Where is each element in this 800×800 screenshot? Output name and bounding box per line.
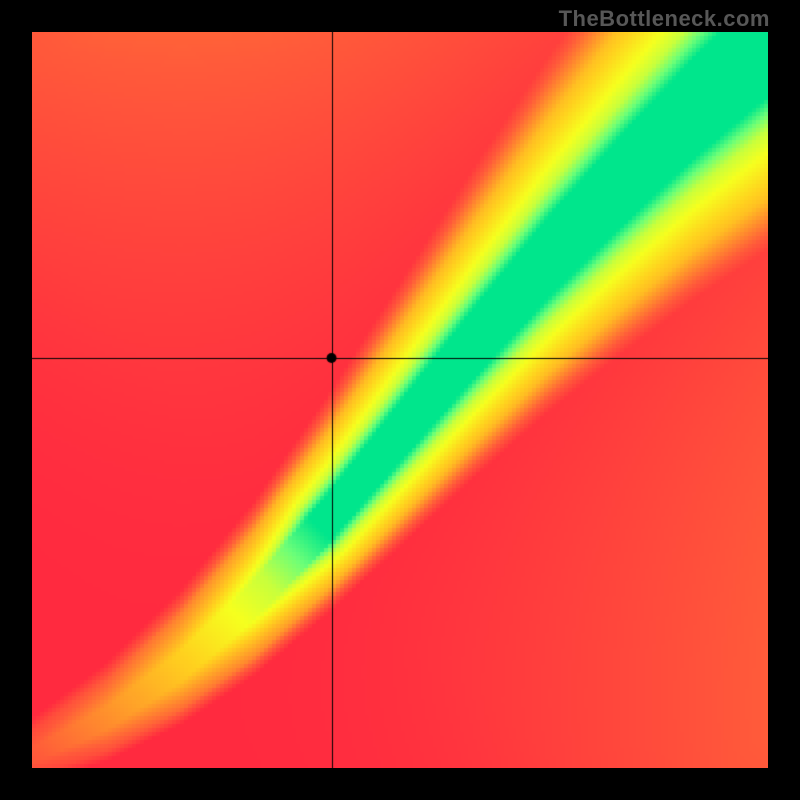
watermark-text: TheBottleneck.com <box>559 6 770 32</box>
bottleneck-heatmap <box>32 32 768 768</box>
chart-container: TheBottleneck.com <box>0 0 800 800</box>
